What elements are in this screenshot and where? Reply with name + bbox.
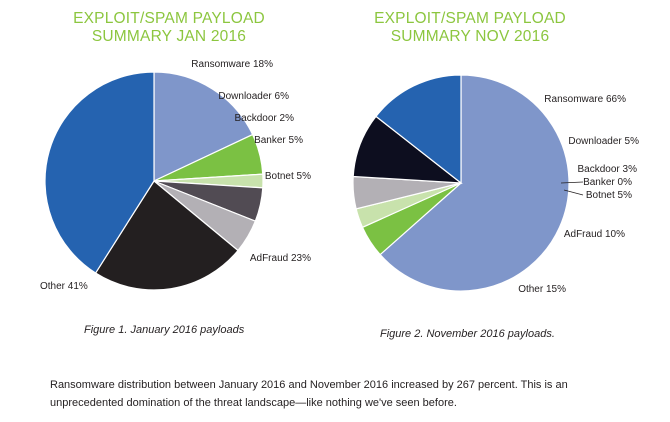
- pie-slice-ransomware-nov: [379, 74, 570, 292]
- slice-label-ransomware-nov: Ransomware 66%: [544, 94, 626, 105]
- slice-label-adfraud-jan: AdFraud 23%: [250, 253, 311, 264]
- chart-title-jan-line-1: EXPLOIT/SPAM PAYLOAD: [73, 10, 265, 27]
- slice-label-other-jan: Other 41%: [40, 281, 88, 292]
- slice-label-other-nov: Other 15%: [518, 284, 566, 295]
- slice-label-ransomware-jan: Ransomware 18%: [191, 59, 273, 70]
- leader-line-banker-nov: [560, 181, 584, 184]
- pie-slice-other-jan: [44, 71, 155, 274]
- slice-label-banker-nov: Banker 0%: [583, 177, 632, 188]
- body-paragraph: Ransomware distribution between January …: [50, 379, 568, 409]
- leader-line-botnet-nov: [563, 189, 584, 196]
- slice-label-downloader-jan: Downloader 6%: [218, 91, 289, 102]
- chart-title-nov-line-2: SUMMARY NOV 2016: [390, 28, 550, 45]
- pie-slice-ransomware-jan: [153, 71, 254, 182]
- slice-label-botnet-nov: Botnet 5%: [586, 190, 632, 201]
- slice-label-banker-jan: Banker 5%: [254, 135, 303, 146]
- chart-title-nov-line-1: EXPLOIT/SPAM PAYLOAD: [374, 10, 566, 27]
- pie-chart-jan: Ransomware 18% Downloader 6% Backdoor 2% Ba…: [40, 59, 311, 292]
- chart-title-jan-line-2: SUMMARY JAN 2016: [91, 28, 247, 45]
- slice-label-backdoor-nov: Backdoor 3%: [578, 164, 638, 175]
- chart-title-nov: EXPLOIT/SPAM PAYLOAD SUMMARY NOV 2016: [350, 10, 590, 46]
- slice-label-botnet-jan: Botnet 5%: [265, 171, 311, 182]
- pie-slice-adfraud-jan: [94, 180, 239, 291]
- pie-chart-nov: Ransomware 66% Downloader 5% Backdoor 3% Ba…: [352, 74, 639, 295]
- slice-label-downloader-nov: Downloader 5%: [568, 136, 639, 147]
- pie-slice-other-nov: [375, 74, 462, 185]
- caption-figure-1: Figure 1. January 2016 payloads: [84, 324, 245, 336]
- pie-charts: Ransomware 18% Downloader 6% Backdoor 2% Ba…: [40, 59, 639, 295]
- chart-title-jan: EXPLOIT/SPAM PAYLOAD SUMMARY JAN 2016: [49, 10, 289, 46]
- slice-label-adfraud-nov: AdFraud 10%: [564, 229, 625, 240]
- caption-figure-2: Figure 2. November 2016 payloads.: [380, 328, 555, 340]
- slice-label-backdoor-jan: Backdoor 2%: [235, 113, 295, 124]
